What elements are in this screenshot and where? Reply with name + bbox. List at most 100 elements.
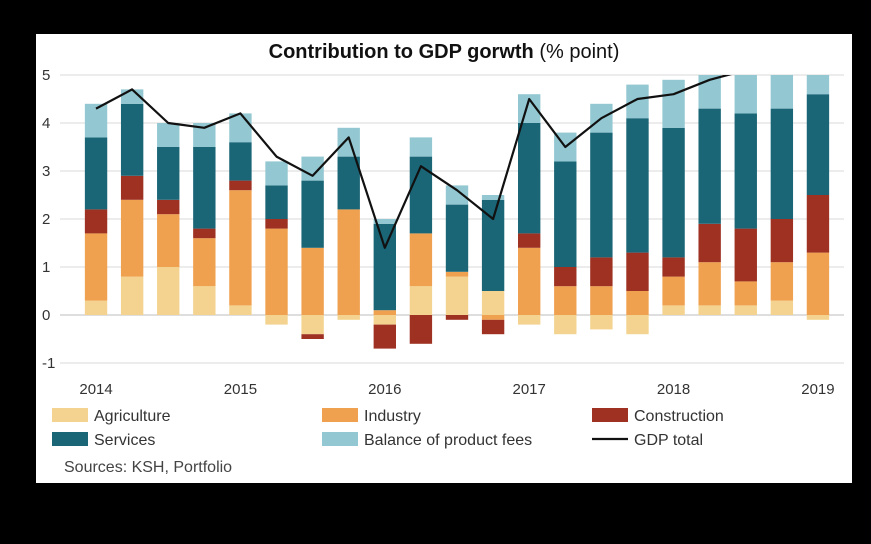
bar-construction — [265, 219, 288, 229]
bar-industry — [698, 262, 721, 306]
bar-construction — [301, 334, 324, 339]
legend-swatch-balance — [322, 432, 358, 446]
y-tick-label: 5 — [42, 67, 50, 84]
bar-industry — [265, 228, 288, 315]
bar-services — [481, 199, 505, 291]
chart-title-unit: (% point) — [534, 41, 620, 63]
bar-industry — [590, 286, 613, 315]
x-tick-label: 2016 — [368, 381, 401, 398]
bar-services — [445, 204, 469, 272]
x-axis-labels: 2014 2015 2016 2017 2018 2019 — [79, 381, 834, 398]
y-tick-label: 1 — [42, 259, 50, 276]
bar-services — [265, 185, 288, 219]
legend-swatch-construction — [592, 408, 628, 422]
bar-agriculture — [409, 286, 433, 315]
bar-agriculture — [698, 305, 721, 315]
y-tick-label: 0 — [42, 307, 50, 324]
bar-agriculture — [337, 315, 360, 320]
legend-swatch-agriculture — [52, 408, 88, 422]
bar-construction — [120, 175, 144, 200]
bar-agriculture — [84, 300, 108, 315]
legend-label-construction: Construction — [634, 408, 724, 425]
bar-industry — [445, 271, 469, 277]
bar-services — [373, 223, 396, 311]
legend-label-agriculture: Agriculture — [94, 408, 171, 425]
bar-balance — [770, 75, 794, 109]
bar-construction — [445, 315, 469, 320]
bar-agriculture — [481, 291, 505, 315]
bar-agriculture — [445, 276, 469, 315]
bar-agriculture — [734, 305, 757, 315]
legend-label-gdp-total: GDP total — [634, 432, 703, 449]
bar-agriculture — [373, 315, 396, 325]
bar-services — [626, 118, 649, 253]
bar-industry — [626, 291, 649, 315]
source-note: Sources: KSH, Portfolio — [64, 459, 232, 476]
x-tick-label: 2018 — [657, 381, 690, 398]
bar-balance — [806, 75, 830, 95]
bar-construction — [373, 324, 396, 349]
bar-balance — [84, 103, 108, 138]
bar-agriculture — [157, 267, 180, 315]
legend-label-industry: Industry — [364, 408, 421, 425]
legend-swatch-industry — [322, 408, 358, 422]
bar-balance — [481, 195, 505, 200]
bar-agriculture — [770, 300, 794, 315]
gdp-total-line — [95, 75, 733, 249]
y-tick-label: 4 — [42, 115, 50, 132]
x-tick-label: 2017 — [513, 381, 546, 398]
bar-agriculture — [590, 315, 613, 330]
x-tick-label: 2015 — [224, 381, 257, 398]
bar-industry — [373, 310, 396, 315]
bar-industry — [120, 199, 144, 277]
bar-agriculture — [229, 305, 252, 315]
plot-area — [84, 75, 830, 349]
bar-industry — [770, 262, 794, 301]
bar-construction — [518, 233, 541, 248]
bar-services — [554, 161, 577, 267]
bar-industry — [193, 238, 216, 287]
x-tick-label: 2019 — [801, 381, 834, 398]
bar-balance — [301, 156, 324, 181]
bar-services — [229, 142, 252, 181]
bar-construction — [193, 228, 216, 239]
y-tick-label: 2 — [42, 211, 50, 228]
bar-agriculture — [193, 286, 216, 315]
bar-services — [84, 137, 108, 210]
bar-balance — [157, 123, 180, 147]
bar-services — [590, 132, 613, 258]
bar-agriculture — [301, 315, 324, 335]
bar-services — [301, 180, 324, 248]
bar-construction — [626, 252, 649, 291]
x-tick-label: 2014 — [79, 381, 112, 398]
bar-industry — [806, 252, 830, 315]
bar-construction — [590, 257, 613, 287]
chart-panel: Contribution to GDP gorwth (% point) 5 4 3… — [36, 34, 852, 483]
bar-balance — [698, 75, 721, 109]
bar-industry — [229, 190, 252, 306]
bar-construction — [84, 209, 108, 234]
bar-construction — [229, 180, 252, 191]
bar-agriculture — [626, 315, 649, 335]
stacked-bars — [84, 75, 830, 349]
bar-construction — [806, 195, 830, 253]
bar-industry — [301, 247, 324, 315]
bar-industry — [481, 315, 505, 320]
bar-industry — [409, 233, 433, 287]
bar-balance — [373, 219, 396, 224]
legend-label-services: Services — [94, 432, 155, 449]
legend-label-balance: Balance of product fees — [364, 432, 532, 449]
bar-balance — [337, 127, 360, 157]
bar-construction — [698, 223, 721, 263]
bar-industry — [84, 233, 108, 301]
bar-agriculture — [265, 315, 288, 325]
bar-industry — [518, 247, 541, 315]
bar-industry — [662, 276, 685, 306]
bar-construction — [734, 228, 757, 282]
bar-industry — [734, 281, 757, 306]
bar-agriculture — [806, 315, 830, 320]
y-tick-label: -1 — [42, 355, 55, 372]
bar-services — [806, 94, 830, 195]
bar-services — [193, 147, 216, 229]
bar-balance — [229, 113, 252, 143]
